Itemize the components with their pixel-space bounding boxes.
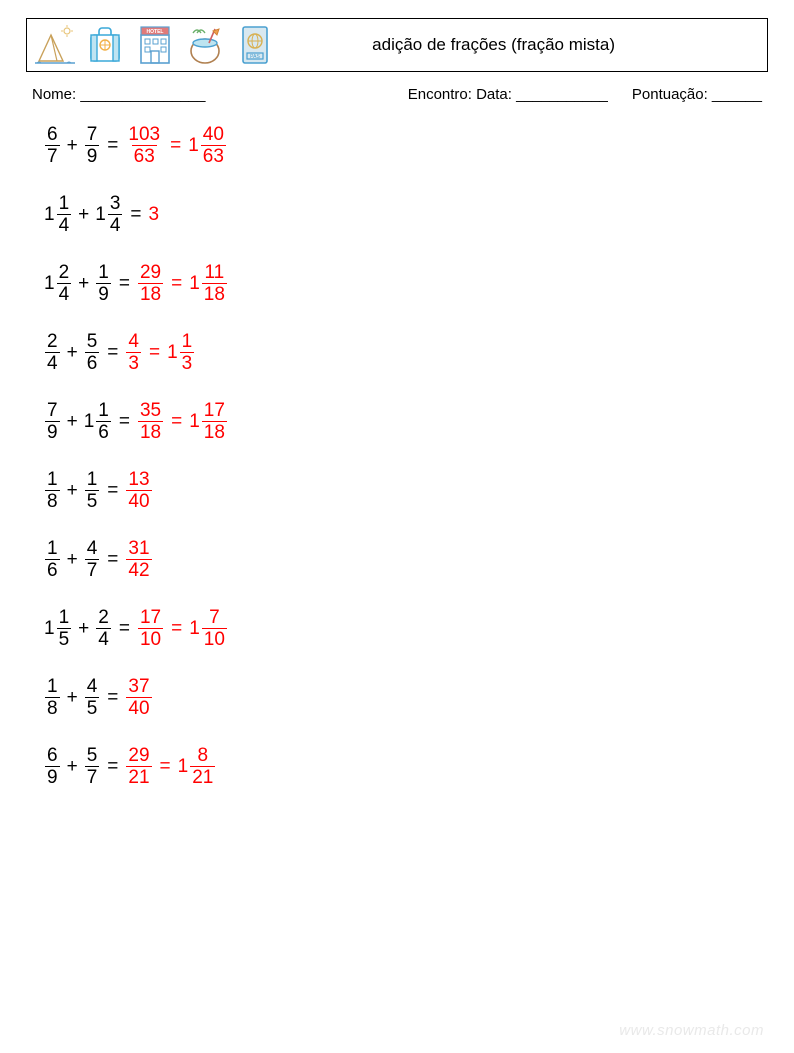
fraction: 1710	[138, 608, 163, 649]
fraction: 3740	[126, 677, 151, 718]
fraction: 69	[45, 746, 60, 787]
fraction: 79	[85, 125, 100, 166]
fraction: 45	[85, 677, 100, 718]
coconut-drink-icon	[183, 23, 227, 67]
svg-text:HOTEL: HOTEL	[147, 29, 164, 35]
problem-row: 18+45=3740	[44, 677, 768, 718]
answer: 3	[149, 205, 160, 224]
passport-icon: PAS	[233, 23, 277, 67]
mixed-fraction: 115	[44, 608, 72, 649]
fraction: 56	[85, 332, 100, 373]
mixed-fraction: 124	[44, 263, 72, 304]
fraction: 24	[96, 608, 111, 649]
answer: 3518=11718	[137, 401, 228, 442]
fraction: 2918	[138, 263, 163, 304]
fraction: 67	[45, 125, 60, 166]
mixed-fraction: 14063	[188, 125, 227, 166]
header-icons: HOTEL	[33, 23, 277, 67]
answer: 2921=1821	[125, 746, 216, 787]
answer: 3740	[125, 677, 152, 718]
problem-row: 114+134=3	[44, 194, 768, 235]
problem-row: 16+47=3142	[44, 539, 768, 580]
watermark: www.snowmath.com	[619, 1022, 764, 1039]
fraction: 10363	[126, 125, 162, 166]
fraction: 79	[45, 401, 60, 442]
header-box: HOTEL	[26, 18, 768, 72]
problem-row: 18+15=1340	[44, 470, 768, 511]
pyramid-icon	[33, 23, 77, 67]
answer: 1340	[125, 470, 152, 511]
problem-row: 79+116=3518=11718	[44, 401, 768, 442]
answer: 3142	[125, 539, 152, 580]
fraction: 19	[96, 263, 111, 304]
mixed-fraction: 116	[84, 401, 112, 442]
hotel-icon: HOTEL	[133, 23, 177, 67]
mixed-fraction: 11718	[189, 401, 228, 442]
fraction: 1340	[126, 470, 151, 511]
date-label: Encontro: Data: ___________	[408, 86, 608, 103]
suitcase-icon	[83, 23, 127, 67]
score-label: Pontuação: ______	[632, 86, 762, 103]
fraction: 3518	[138, 401, 163, 442]
name-label: Nome: _______________	[32, 86, 205, 103]
problem-row: 115+24=1710=1710	[44, 608, 768, 649]
fraction: 16	[45, 539, 60, 580]
info-row: Nome: _______________ Encontro: Data: __…	[26, 86, 768, 103]
problems-list: 67+79=10363=14063 114+134=3 124+19=2918=11…	[26, 125, 768, 787]
fraction: 18	[45, 470, 60, 511]
mixed-fraction: 1710	[189, 608, 228, 649]
problem-row: 124+19=2918=11118	[44, 263, 768, 304]
fraction: 3142	[126, 539, 151, 580]
answer: 10363=14063	[125, 125, 227, 166]
fraction: 47	[85, 539, 100, 580]
fraction: 18	[45, 677, 60, 718]
problem-row: 67+79=10363=14063	[44, 125, 768, 166]
fraction: 43	[126, 332, 141, 373]
answer: 43=113	[125, 332, 195, 373]
answer: 2918=11118	[137, 263, 228, 304]
fraction: 24	[45, 332, 60, 373]
answer: 1710=1710	[137, 608, 228, 649]
page-title: adição de frações (fração mista)	[372, 35, 755, 55]
mixed-fraction: 134	[95, 194, 123, 235]
fraction: 2921	[126, 746, 151, 787]
fraction: 15	[85, 470, 100, 511]
mixed-fraction: 1821	[178, 746, 217, 787]
problem-row: 69+57=2921=1821	[44, 746, 768, 787]
mixed-fraction: 114	[44, 194, 72, 235]
svg-text:PAS: PAS	[250, 54, 260, 60]
fraction: 57	[85, 746, 100, 787]
mixed-fraction: 11118	[189, 263, 228, 304]
mixed-fraction: 113	[167, 332, 195, 373]
problem-row: 24+56=43=113	[44, 332, 768, 373]
